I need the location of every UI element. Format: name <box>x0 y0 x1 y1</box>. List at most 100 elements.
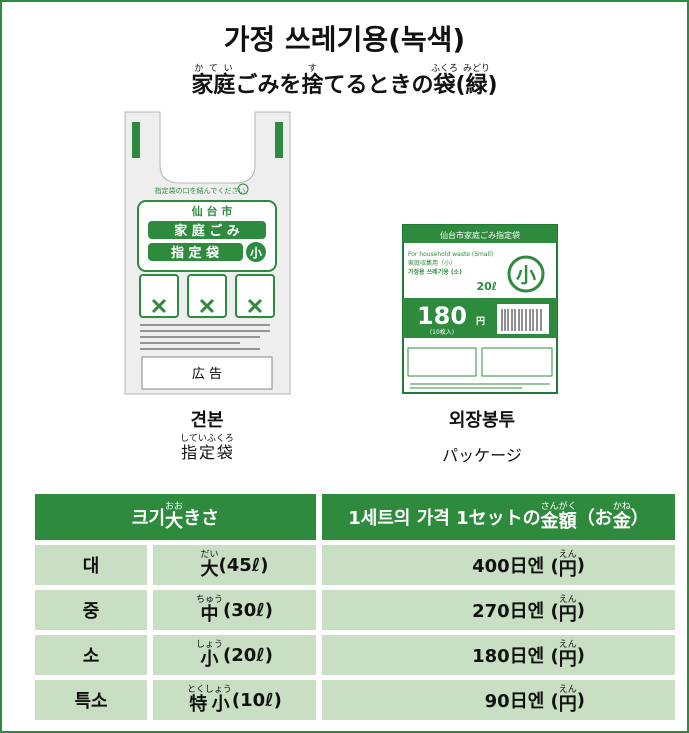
title: 가정 쓰레기용(녹색) <box>2 18 687 58</box>
size-japanese: 特小とくしょう(10ℓ) <box>153 680 316 720</box>
ruby-text: 捨す <box>301 73 323 98</box>
ruby-text: 緑みどり <box>466 73 488 98</box>
price: 180日엔 (円えん) <box>322 635 675 675</box>
ruby-text: 円えん <box>559 685 577 716</box>
furigana: えん <box>559 550 577 560</box>
text: パッケージ <box>442 446 522 465</box>
caption-korean: 외장봉투 <box>382 406 582 432</box>
base-text: 指定袋 <box>180 443 234 462</box>
handle-stripe <box>132 122 140 158</box>
furigana: えん <box>559 595 577 605</box>
bag-line2: 指 定 袋 <box>171 245 220 261</box>
package-line: For household waste (Small) <box>408 251 493 258</box>
furigana: だい <box>200 550 218 560</box>
package-header: 仙台市家庭ごみ指定袋 <box>440 230 520 240</box>
package-illustration: 仙台市家庭ごみ指定袋 For household waste (Small) 家… <box>402 224 558 394</box>
forbidden-items <box>140 275 274 317</box>
text: きさ <box>183 504 219 530</box>
caption-korean: 견본 <box>107 406 307 432</box>
ruby-text: 小しょう <box>196 640 223 671</box>
package-volume: 20ℓ <box>477 280 498 293</box>
bag-city: 仙 台 市 <box>192 204 233 218</box>
furigana: えん <box>559 640 577 650</box>
furigana: さんがく <box>541 502 577 512</box>
furigana: ふくろ <box>431 64 458 74</box>
ruby-text: 大だい <box>200 550 218 581</box>
bag-ad: 広 告 <box>192 367 222 382</box>
size-korean: 특소 <box>35 680 147 720</box>
bag-illustration: 指定袋の口を結んでください 仙 台 市 家 庭 ご み 指 定 袋 小 広 告 <box>120 107 295 399</box>
furigana: とくしょう <box>187 685 232 695</box>
base-text: 緑 <box>463 73 490 98</box>
base-text: 袋 <box>431 73 458 98</box>
text: (10ℓ) <box>232 690 282 711</box>
ruby-text: 大おお <box>165 502 183 533</box>
text: ) <box>577 690 585 711</box>
ruby-text: 袋ふくろ <box>433 73 455 98</box>
text: 180日엔 ( <box>472 642 559 668</box>
size-japanese: 中ちゅう(30ℓ) <box>153 590 316 630</box>
text: 1세트의 가격 1セットの <box>348 504 540 530</box>
text: 270日엔 ( <box>472 597 559 623</box>
size-korean: 소 <box>35 635 147 675</box>
text: ) <box>577 555 585 576</box>
package-line: 家庭収集用（小） <box>408 259 456 267</box>
text: 크기 <box>132 504 165 530</box>
caption: 외장봉투 パッケージ <box>382 406 582 466</box>
bag-line1: 家 庭 ご み <box>174 223 240 239</box>
text: 90日엔 ( <box>485 687 559 713</box>
furigana: えん <box>559 685 577 695</box>
base-text: 特小 <box>187 694 232 715</box>
base-text: 円 <box>559 604 577 625</box>
bag-notice: 指定袋の口を結んでください <box>155 186 246 195</box>
ruby-text: 金かね <box>613 502 631 533</box>
base-text: 円 <box>559 694 577 715</box>
base-text: 捨 <box>301 73 323 98</box>
base-text: 金 <box>613 511 631 532</box>
flyer: 가정 쓰레기용(녹색) 家庭かていごみを捨すてるときの袋ふくろ(緑みどり) 指定… <box>0 0 689 733</box>
package-price: 180 <box>417 302 467 330</box>
price: 270日엔 (円えん) <box>322 590 675 630</box>
base-text: 金額 <box>541 511 577 532</box>
package-yen: 円 <box>476 316 485 327</box>
ruby-text: 中ちゅう <box>196 595 223 626</box>
furigana: かてい <box>191 64 235 74</box>
text: （お <box>577 504 613 530</box>
text: ごみを <box>235 73 301 98</box>
text: (30ℓ) <box>223 600 273 621</box>
bag-size: 小 <box>250 245 262 260</box>
text: (20ℓ) <box>223 645 273 666</box>
base-text: 家庭 <box>191 73 235 98</box>
ruby-text: 指定袋していふくろ <box>180 443 234 462</box>
ruby-text: 家庭かてい <box>191 73 235 98</box>
text: (45ℓ) <box>219 555 269 576</box>
base-text: 大 <box>200 559 218 580</box>
ruby-text: 円えん <box>559 595 577 626</box>
header-cell: 크기 大おおきさ <box>35 494 316 540</box>
price: 400日엔 (円えん) <box>322 545 675 585</box>
package-count: (10枚入) <box>430 328 454 336</box>
text: ) <box>577 600 585 621</box>
size-japanese: 大だい(45ℓ) <box>153 545 316 585</box>
text: ) <box>577 645 585 666</box>
size-korean: 대 <box>35 545 147 585</box>
size-japanese: 小しょう(20ℓ) <box>153 635 316 675</box>
base-text: 円 <box>559 649 577 670</box>
handle-stripe <box>275 122 283 158</box>
price: 90日엔 (円えん) <box>322 680 675 720</box>
furigana: みどり <box>463 64 490 74</box>
caption-japanese: 指定袋していふくろ <box>107 434 307 463</box>
text: ) <box>488 73 498 98</box>
ruby-text: 円えん <box>559 640 577 671</box>
subtitle: 家庭かていごみを捨すてるときの袋ふくろ(緑みどり) <box>2 64 687 99</box>
text: 400日엔 ( <box>472 552 559 578</box>
text: ） <box>631 504 649 530</box>
caption-japanese: パッケージ <box>382 442 582 466</box>
size-korean: 중 <box>35 590 147 630</box>
package-line: 가정용 쓰레기용 (소) <box>408 268 462 276</box>
furigana: かね <box>613 502 631 512</box>
caption: 견본 指定袋していふくろ <box>107 406 307 463</box>
furigana: ちゅう <box>196 595 223 605</box>
furigana: す <box>301 64 323 74</box>
